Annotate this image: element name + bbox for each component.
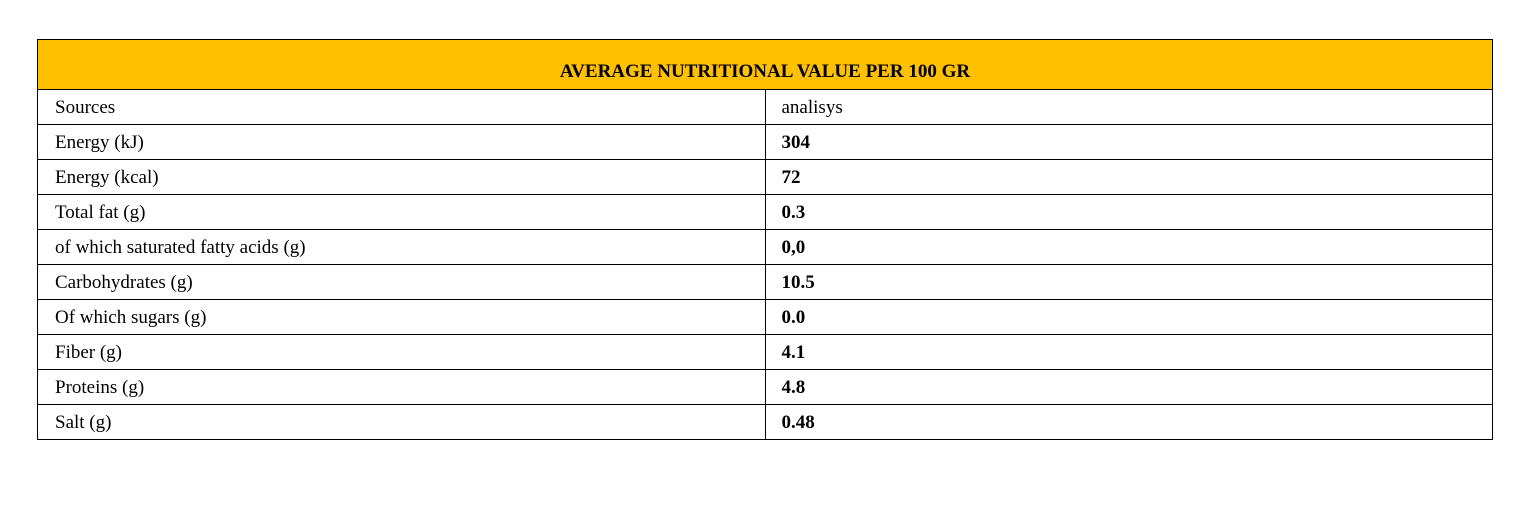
table-row: Total fat (g) 0.3 bbox=[37, 194, 1493, 230]
row-value-fiber: 4.1 bbox=[764, 334, 1493, 370]
table-row: Carbohydrates (g) 10.5 bbox=[37, 264, 1493, 300]
row-label-sugars: Of which sugars (g) bbox=[37, 299, 766, 335]
row-value-total-fat: 0.3 bbox=[764, 194, 1493, 230]
table-row: Proteins (g) 4.8 bbox=[37, 369, 1493, 405]
row-label-sources: Sources bbox=[37, 89, 766, 125]
row-label-carbohydrates: Carbohydrates (g) bbox=[37, 264, 766, 300]
row-label-energy-kcal: Energy (kcal) bbox=[37, 159, 766, 195]
table-row: Of which sugars (g) 0.0 bbox=[37, 299, 1493, 335]
row-value-sources: analisys bbox=[764, 89, 1493, 125]
row-value-saturated-fat: 0,0 bbox=[764, 229, 1493, 265]
row-value-proteins: 4.8 bbox=[764, 369, 1493, 405]
table-row: Energy (kcal) 72 bbox=[37, 159, 1493, 195]
row-label-saturated-fat: of which saturated fatty acids (g) bbox=[37, 229, 766, 265]
table-row: of which saturated fatty acids (g) 0,0 bbox=[37, 229, 1493, 265]
table-header-row: AVERAGE NUTRITIONAL VALUE PER 100 GR bbox=[37, 39, 1493, 90]
table-row: Energy (kJ) 304 bbox=[37, 124, 1493, 160]
row-value-energy-kcal: 72 bbox=[764, 159, 1493, 195]
row-label-salt: Salt (g) bbox=[37, 404, 766, 440]
table-row: Fiber (g) 4.1 bbox=[37, 334, 1493, 370]
row-label-energy-kj: Energy (kJ) bbox=[37, 124, 766, 160]
table-row: Sources analisys bbox=[37, 89, 1493, 125]
row-label-proteins: Proteins (g) bbox=[37, 369, 766, 405]
nutrition-table: AVERAGE NUTRITIONAL VALUE PER 100 GR Sou… bbox=[37, 39, 1493, 440]
row-value-carbohydrates: 10.5 bbox=[764, 264, 1493, 300]
row-value-energy-kj: 304 bbox=[764, 124, 1493, 160]
table-row: Salt (g) 0.48 bbox=[37, 404, 1493, 440]
row-value-sugars: 0.0 bbox=[764, 299, 1493, 335]
table-title: AVERAGE NUTRITIONAL VALUE PER 100 GR bbox=[37, 39, 1493, 90]
row-label-fiber: Fiber (g) bbox=[37, 334, 766, 370]
row-value-salt: 0.48 bbox=[764, 404, 1493, 440]
row-label-total-fat: Total fat (g) bbox=[37, 194, 766, 230]
